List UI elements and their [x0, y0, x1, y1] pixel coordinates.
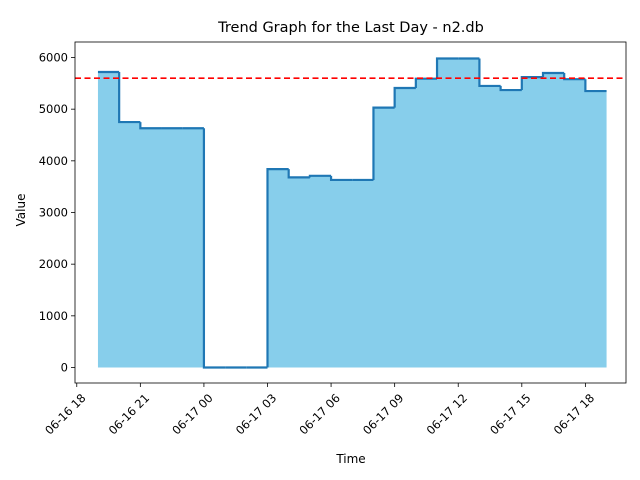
step-segment: [139, 122, 162, 130]
step-segment: [287, 169, 310, 179]
y-axis-label: Value: [14, 194, 28, 227]
step-segment: [541, 71, 565, 78]
y-tick-label: 3000: [39, 206, 68, 220]
step-segment: [266, 168, 289, 368]
y-tick-label: 4000: [39, 154, 68, 168]
step-segment: [372, 106, 395, 180]
chart-title: Trend Graph for the Last Day - n2.db: [217, 20, 484, 36]
step-segment: [308, 174, 332, 178]
y-tick-label: 1000: [39, 309, 68, 323]
step-segment: [478, 58, 501, 88]
y-axis-ticks: 0 1000 2000 3000 4000 5000 6000: [39, 51, 75, 375]
y-tick-label: 2000: [39, 257, 68, 271]
y-tick-label: 6000: [39, 51, 68, 65]
step-segment: [202, 128, 226, 369]
step-segment: [118, 71, 141, 124]
step-segment: [499, 85, 522, 92]
y-tick-label: 5000: [39, 102, 68, 116]
step-segment: [435, 57, 459, 79]
step-segment: [520, 76, 543, 91]
x-axis-label: Time: [335, 452, 365, 466]
plot-area: [75, 57, 626, 369]
step-segment: [393, 86, 416, 108]
step-segment: [563, 73, 586, 81]
area-fill: [97, 58, 607, 368]
step-segment: [584, 79, 607, 93]
step-segment: [329, 175, 353, 182]
y-tick-label: 0: [61, 361, 68, 375]
